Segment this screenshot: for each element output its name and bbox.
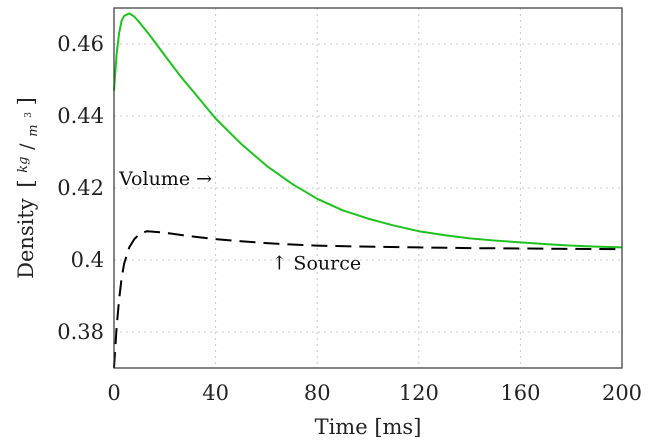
grid-lines bbox=[114, 8, 622, 368]
y-tick-label-0: 0.38 bbox=[57, 320, 104, 344]
x-tick-label-3: 120 bbox=[399, 381, 439, 405]
x-tick-label-5: 200 bbox=[602, 381, 642, 405]
plot-frame bbox=[113, 7, 623, 369]
y-tick-label-4: 0.46 bbox=[57, 32, 104, 56]
y-axis-unit-exp: 3 bbox=[24, 112, 34, 118]
tick-labels: 0 40 80 120 160 200 0.38 0.4 0.42 0.44 0.46 bbox=[57, 32, 642, 405]
x-tick-label-0: 0 bbox=[107, 381, 120, 405]
y-tick-label-3: 0.44 bbox=[57, 104, 104, 128]
y-axis-label: Density [ kg / m 3 ] bbox=[8, 97, 42, 279]
series-lines bbox=[113, 12, 623, 369]
y-tick-label-1: 0.4 bbox=[71, 248, 104, 272]
annotation-0: Volume → bbox=[118, 168, 212, 190]
x-tick-label-1: 40 bbox=[202, 381, 229, 405]
y-axis-label-main: Density bbox=[14, 198, 38, 279]
x-tick-label-2: 80 bbox=[304, 381, 331, 405]
series-line-0 bbox=[113, 12, 623, 249]
annotations: Volume → ↑ Source bbox=[118, 168, 361, 274]
x-axis-label: Time [ms] bbox=[315, 415, 422, 439]
svg-text:Density [ kg: Density [ kg / m 3 ] bbox=[8, 97, 42, 279]
y-axis-unit-den: m bbox=[26, 124, 41, 136]
x-tick-label-4: 160 bbox=[500, 381, 540, 405]
annotation-1: ↑ Source bbox=[271, 252, 361, 274]
series-line-1 bbox=[113, 230, 623, 369]
y-axis-unit-num: kg bbox=[16, 157, 31, 173]
y-tick-label-2: 0.42 bbox=[57, 176, 104, 200]
